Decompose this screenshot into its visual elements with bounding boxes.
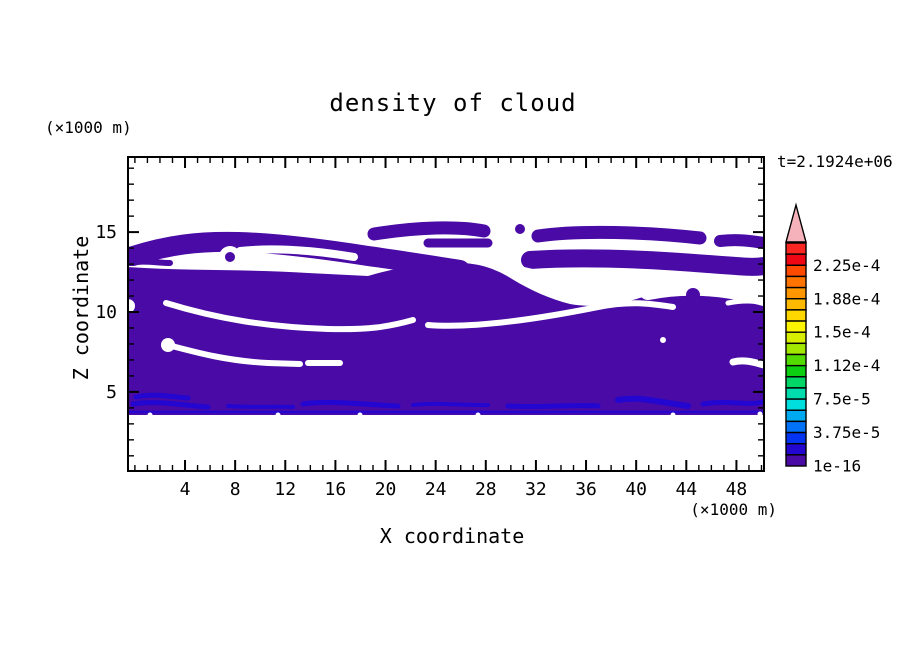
colorbar: 2.25e-4 1.88e-4 1.5e-4 1.12e-4 7.5e-5 3.75e-5… — [785, 202, 880, 476]
cloud-dense-streak — [133, 392, 191, 401]
cloud-field — [129, 221, 763, 418]
colorbar-segment — [785, 253, 807, 266]
colorbar-tick-label: 1.12e-4 — [813, 356, 880, 375]
cloud-gap — [236, 245, 358, 261]
cloud-gap — [660, 337, 666, 343]
plot-frame — [127, 156, 765, 472]
colorbar-segment — [785, 309, 807, 322]
cloud-dense-streak — [411, 401, 490, 408]
colorbar-segment — [785, 275, 807, 289]
cloud-gap — [725, 298, 763, 306]
colorbar-overflow-arrow — [785, 202, 807, 243]
colorbar-segment — [785, 353, 807, 367]
y-axis-title: Z coordinate — [69, 236, 93, 381]
colorbar-segment — [785, 409, 807, 423]
colorbar-segment — [785, 420, 807, 434]
x-tick-label: 8 — [230, 479, 241, 500]
colorbar-segment — [785, 364, 807, 378]
cloud-region — [129, 231, 470, 280]
colorbar-segment — [785, 320, 807, 333]
x-tick-label: 20 — [375, 479, 397, 500]
colorbar-tick-label: 2.25e-4 — [813, 256, 880, 275]
colorbar-segment — [785, 387, 807, 400]
cloud-gap — [357, 412, 363, 418]
colorbar-segment — [785, 331, 807, 345]
cloud-dense-streak — [300, 399, 401, 409]
cloud-gap — [475, 412, 481, 418]
colorbar-segment — [785, 376, 807, 389]
cloud-region — [521, 249, 763, 276]
cloud-region — [515, 224, 525, 234]
y-tick-label: 5 — [106, 382, 117, 403]
cloud-region — [686, 288, 700, 302]
x-axis-unit-label: (×1000 m) — [690, 500, 777, 519]
cloud-dense-streak — [700, 399, 763, 407]
colorbar-segment — [785, 242, 807, 255]
cloud-dense-streak — [505, 402, 601, 410]
x-tick-label: 12 — [274, 479, 296, 500]
cloud-region — [367, 221, 491, 241]
colorbar-segment — [785, 431, 807, 445]
colorbar-tick-label: 1.88e-4 — [813, 289, 880, 308]
cloud-gap — [639, 277, 763, 306]
cloud-gap — [757, 411, 763, 417]
colorbar-segment — [785, 454, 807, 467]
chart-title: density of cloud — [329, 89, 576, 117]
timestamp-label: t=2.1924e+06 — [777, 152, 893, 171]
x-tick-label: 48 — [726, 479, 748, 500]
cloud-gap — [147, 412, 153, 418]
cloud-region — [225, 252, 235, 262]
cloud-gap — [555, 270, 661, 279]
colorbar-tick-label: 3.75e-5 — [813, 423, 880, 442]
cloud-gap — [729, 357, 763, 369]
y-tick-label: 15 — [95, 222, 117, 243]
x-tick-label: 4 — [180, 479, 191, 500]
x-axis-title: X coordinate — [380, 524, 525, 548]
x-tick-label: 36 — [575, 479, 597, 500]
colorbar-tick-label: 1e-16 — [813, 457, 861, 476]
y-axis-unit-label: (×1000 m) — [45, 118, 132, 137]
x-tick-label: 24 — [425, 479, 447, 500]
x-tick-label: 16 — [325, 479, 347, 500]
colorbar-segment — [785, 286, 807, 300]
cloud-dense-streak — [226, 404, 295, 409]
x-tick-label: 32 — [525, 479, 547, 500]
cloud-gap — [275, 412, 281, 418]
colorbar-tick-label: 7.5e-5 — [813, 390, 871, 409]
cloud-gap — [670, 412, 676, 418]
cloud-gap — [163, 300, 416, 333]
x-tick-label: 44 — [675, 479, 697, 500]
cloud-gap — [165, 342, 303, 367]
cloud-gap — [129, 299, 135, 313]
x-tick-label: 40 — [625, 479, 647, 500]
cloud-dense-streak — [130, 400, 211, 410]
colorbar-segment — [785, 398, 807, 411]
y-tick-label: 10 — [95, 302, 117, 323]
colorbar-tick-label: 1.5e-4 — [813, 323, 871, 342]
colorbar-segment — [785, 342, 807, 356]
cloud-dense-streak — [615, 395, 691, 409]
colorbar-segment — [785, 264, 807, 278]
cloud-gap — [425, 300, 676, 329]
colorbar-segment — [785, 443, 807, 456]
cloud-region — [531, 225, 707, 245]
colorbar-segment — [785, 298, 807, 311]
cloud-region — [129, 258, 173, 266]
cloud-region — [129, 263, 763, 415]
x-tick-label: 28 — [475, 479, 497, 500]
cloud-region — [714, 234, 763, 249]
